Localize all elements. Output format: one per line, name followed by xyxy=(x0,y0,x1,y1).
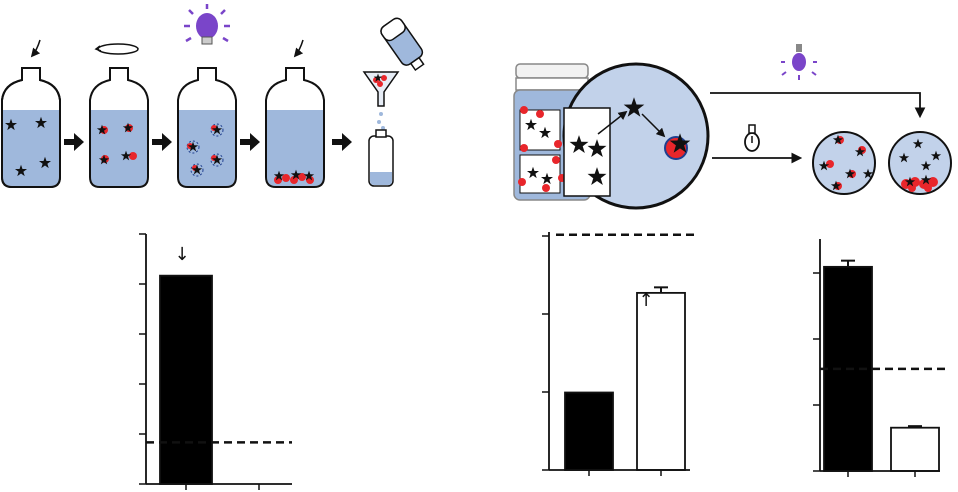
funnel-icon xyxy=(362,71,400,107)
rotate-arrow-icon xyxy=(94,43,139,55)
bar xyxy=(564,391,614,471)
liquid xyxy=(267,110,323,186)
bottle-body xyxy=(265,67,325,188)
bar xyxy=(890,426,940,472)
bar xyxy=(159,274,213,485)
magnified-view xyxy=(562,62,710,210)
uv-pathway-arrow xyxy=(710,92,926,119)
curved-arrow-icon xyxy=(293,39,304,58)
right-arrow-icon xyxy=(332,133,352,151)
right-arrow-icon xyxy=(240,133,260,151)
uv-bulb-icon xyxy=(781,44,817,80)
bar xyxy=(636,291,686,471)
liquid xyxy=(91,110,147,186)
chart-right xyxy=(813,239,948,477)
result-droplet-settled xyxy=(888,131,952,195)
bottle-body xyxy=(177,67,237,188)
right-arrow-icon xyxy=(64,133,84,151)
bulb-icon xyxy=(744,124,760,152)
result-droplet-dispersed xyxy=(812,131,876,195)
process-panel xyxy=(1,4,425,188)
collection-vial xyxy=(368,129,394,187)
right-arrow-icon xyxy=(152,133,172,151)
annotation-arrow: ↓ xyxy=(174,244,189,265)
pouring-bottle-icon xyxy=(380,17,425,72)
sediment xyxy=(273,169,315,184)
bottle-body xyxy=(89,67,149,188)
uv-bulb-icon xyxy=(184,4,230,45)
chart-left: ↓ xyxy=(139,233,292,490)
curved-arrow-icon xyxy=(30,39,41,58)
bottle-1 xyxy=(1,39,61,188)
drops xyxy=(377,112,385,130)
bottle-3 xyxy=(177,4,237,188)
mechanism-panel xyxy=(513,44,952,210)
chart-middle: ↑ xyxy=(542,232,698,476)
bottle-2 xyxy=(89,43,149,188)
liquid xyxy=(3,110,59,186)
filtration xyxy=(362,17,425,187)
sediment xyxy=(901,174,938,192)
bottle-4 xyxy=(265,39,325,188)
annotation-arrow: ↑ xyxy=(638,290,653,311)
